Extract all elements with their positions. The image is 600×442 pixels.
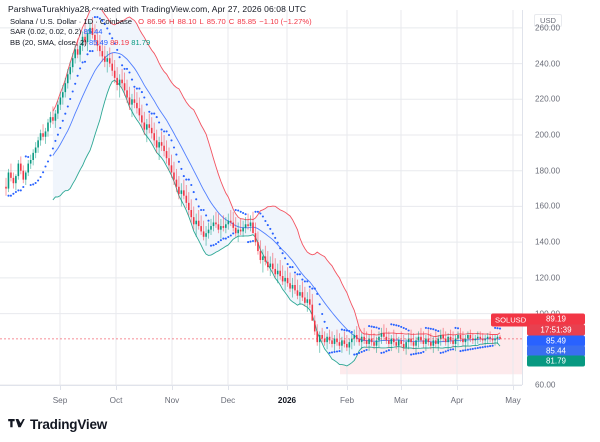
time-tick-mark	[347, 386, 348, 390]
time-tick: Oct	[109, 396, 123, 405]
currency-badge: USD	[534, 14, 563, 27]
ohlc-low-value: 85.70	[206, 17, 226, 26]
price-tick: 200.00	[535, 130, 561, 140]
legend-symbol-row[interactable]: Solana / U.S. Dollar · 1D · Coinbase O 86…	[10, 17, 315, 27]
price-tick: 180.00	[535, 166, 561, 176]
legend-sar-row[interactable]: SAR (0.02, 0.02, 0.2) 85.44	[10, 27, 315, 37]
price-scale[interactable]: USD 260.00 240.00 220.00 200.00 180.00 160.00…	[522, 10, 600, 390]
ohlc-high-value: 88.10	[177, 17, 197, 26]
bb-lower-value: 81.79	[131, 37, 151, 47]
ohlc-open-key: O	[138, 17, 145, 26]
price-tag: 17:51:39	[527, 324, 585, 336]
parabolic-sar-dots	[7, 16, 502, 356]
bollinger-band-fill	[52, 10, 500, 366]
tradingview-brand: TradingView	[8, 417, 107, 432]
ohlc-low-key: L	[199, 17, 204, 26]
time-tick: May	[505, 396, 521, 405]
time-tick-mark	[513, 386, 514, 390]
time-tick: 2026	[277, 396, 297, 405]
ohlc-values: O 86.96 H 88.10 L 85.70 C 85.85 −1.10 (−1.27%)	[138, 17, 315, 26]
time-tick: Apr	[450, 396, 464, 405]
price-tick: 120.00	[535, 273, 561, 283]
tradingview-logo-icon	[8, 418, 25, 427]
sar-indicator-name: SAR (0.02, 0.02, 0.2)	[10, 27, 82, 37]
sar-indicator-value: 85.44	[83, 27, 103, 37]
price-tick: 260.00	[535, 23, 561, 33]
price-tick: 140.00	[535, 237, 561, 247]
ohlc-high-key: H	[169, 17, 175, 26]
ohlc-change: −1.10 (−1.27%)	[259, 17, 312, 26]
price-tag: 85.44	[527, 345, 585, 357]
time-tick-mark	[401, 386, 402, 390]
attribution-text: ParshwaTurakhiya28 created with TradingV…	[8, 4, 307, 14]
legend-bb-row[interactable]: BB (20, SMA, close, 2) 85.49 89.19 81.79	[10, 38, 315, 48]
time-tick-mark	[457, 386, 458, 390]
ohlc-open-value: 86.96	[147, 17, 167, 26]
chart-legend: Solana / U.S. Dollar · 1D · Coinbase O 86…	[10, 17, 315, 48]
brand-name: TradingView	[30, 417, 108, 432]
time-tick: Sep	[52, 396, 68, 405]
time-tick: Feb	[339, 396, 355, 405]
candlestick-series[interactable]	[5, 17, 501, 355]
price-tick: 240.00	[535, 59, 561, 69]
symbol-title[interactable]: Solana / U.S. Dollar · 1D · Coinbase	[10, 17, 132, 26]
price-tag: 85.49	[527, 335, 585, 347]
symbol-tag-label: SOLUSD	[495, 315, 527, 325]
bollinger-upper-line	[52, 10, 501, 337]
price-tick: 60.00	[535, 380, 556, 390]
bb-indicator-name: BB (20, SMA, close, 2)	[10, 37, 87, 47]
chart-plot-area[interactable]	[0, 10, 522, 385]
symbol-price-tag: SOLUSD	[491, 313, 531, 327]
bb-upper-value: 89.19	[110, 37, 130, 47]
price-tick: 160.00	[535, 201, 561, 211]
price-tick: 220.00	[535, 94, 561, 104]
time-tick-mark	[116, 386, 117, 390]
time-tick-mark	[228, 386, 229, 390]
price-tag: 89.19	[527, 313, 585, 325]
ohlc-close-value: 85.85	[237, 17, 257, 26]
bb-basis-value: 85.49	[88, 37, 108, 47]
time-tick: Mar	[393, 396, 409, 405]
time-tick-mark	[287, 386, 288, 390]
time-tick: Nov	[164, 396, 180, 405]
chart-canvas[interactable]	[0, 10, 522, 385]
time-tick-mark	[172, 386, 173, 390]
time-scale[interactable]: Sep Oct Nov Dec 2026 Feb Mar Apr May	[0, 385, 522, 412]
price-tag: 81.79	[527, 355, 585, 367]
time-tick-mark	[60, 386, 61, 390]
ohlc-close-key: C	[228, 17, 235, 26]
time-tick: Dec	[220, 396, 236, 405]
